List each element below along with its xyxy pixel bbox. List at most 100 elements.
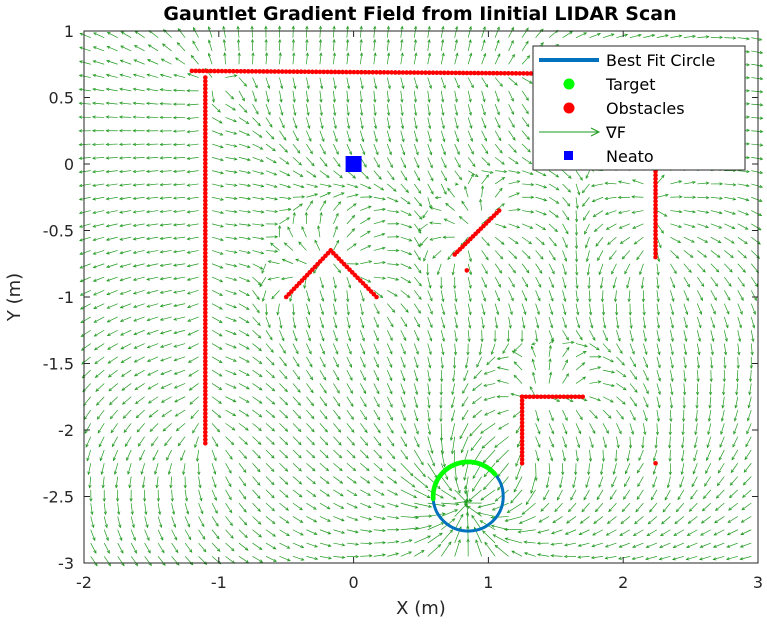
gradient-arrow	[505, 538, 523, 544]
obstacle-point	[381, 70, 387, 75]
gradient-arrowhead	[246, 132, 251, 136]
gradient-arrowhead	[618, 430, 622, 435]
gradient-arrowhead	[294, 337, 298, 342]
gradient-arrow	[414, 476, 428, 488]
gradient-arrowhead	[200, 510, 204, 515]
gradient-arrowhead	[604, 181, 608, 185]
gradient-arrow	[120, 329, 132, 336]
gradient-arrowhead	[146, 304, 151, 308]
gradient-arrowhead	[106, 550, 110, 554]
gradient-arrowhead	[92, 87, 96, 92]
gradient-arrow	[173, 210, 186, 213]
gradient-arrowhead	[296, 363, 300, 368]
gradient-arrowhead	[250, 25, 254, 30]
gradient-arrowhead	[381, 246, 386, 250]
gradient-arrowhead	[375, 364, 379, 368]
gradient-arrowhead	[441, 39, 445, 43]
gradient-arrowhead	[78, 129, 83, 133]
gradient-arrowhead	[731, 456, 735, 461]
gradient-arrowhead	[355, 530, 359, 534]
gradient-arrowhead	[662, 508, 667, 513]
gradient-arrowhead	[282, 350, 286, 354]
obstacle-point	[203, 381, 208, 386]
gradient-arrow	[164, 436, 172, 446]
gradient-arrow	[494, 117, 501, 128]
gradient-arrowhead	[92, 224, 97, 228]
gradient-arrowhead	[111, 443, 115, 448]
gradient-arrow	[80, 316, 91, 324]
gradient-arrow	[333, 502, 344, 509]
gradient-arrowhead	[233, 131, 238, 135]
gradient-arrowhead	[134, 373, 138, 377]
gradient-arrowhead	[367, 279, 372, 283]
gradient-arrowhead	[78, 87, 83, 92]
gradient-arrow	[135, 396, 145, 404]
gradient-arrow	[387, 449, 395, 459]
gradient-arrowhead	[426, 495, 431, 499]
gradient-arrow	[93, 316, 105, 323]
gradient-arrow	[279, 449, 288, 459]
gradient-arrow	[602, 449, 604, 462]
gradient-arrow	[306, 383, 314, 393]
gradient-arrowhead	[719, 182, 724, 186]
obstacle-point	[302, 69, 308, 75]
gradient-arrow	[101, 463, 105, 475]
gradient-arrowhead	[567, 189, 572, 193]
legend-target-swatch	[563, 78, 575, 90]
gradient-arrow	[661, 516, 671, 525]
gradient-arrowhead	[540, 256, 544, 260]
gradient-arrow	[751, 117, 763, 119]
gradient-arrow	[319, 369, 326, 381]
gradient-arrowhead	[709, 378, 713, 383]
gradient-arrow	[129, 476, 132, 488]
gradient-arrow	[333, 213, 339, 224]
gradient-arrow	[225, 476, 232, 487]
gradient-arrowhead	[374, 85, 378, 90]
gradient-arrow	[113, 449, 119, 461]
gradient-arrowhead	[468, 298, 472, 303]
gradient-arrowhead	[78, 156, 83, 160]
gradient-arrow	[211, 489, 217, 501]
gradient-arrowhead	[461, 403, 465, 408]
gradient-arrowhead	[424, 484, 429, 489]
gradient-arrowhead	[176, 42, 181, 46]
gradient-arrow	[413, 90, 417, 103]
gradient-arrow	[632, 542, 644, 548]
gradient-arrow	[211, 409, 221, 418]
gradient-arrowhead	[219, 120, 223, 124]
gradient-arrowhead	[469, 433, 473, 437]
gradient-arrowhead	[461, 200, 465, 205]
gradient-arrow	[306, 476, 316, 484]
gradient-arrowhead	[162, 29, 167, 33]
gradient-arrowhead	[652, 484, 656, 488]
gradient-arrowhead	[469, 52, 473, 57]
gradient-arrow	[710, 196, 723, 199]
gradient-arrow	[427, 356, 431, 368]
gradient-arrow	[724, 196, 736, 200]
gradient-arrowhead	[376, 390, 380, 395]
gradient-arrow	[413, 210, 422, 220]
gradient-arrowhead	[327, 531, 332, 535]
gradient-arrow	[575, 223, 577, 236]
gradient-arrow	[111, 436, 119, 447]
gradient-arrowhead	[485, 256, 489, 261]
gradient-arrow	[252, 516, 262, 525]
gradient-arrow	[252, 276, 261, 286]
gradient-arrow	[188, 343, 199, 349]
gradient-arrowhead	[418, 230, 422, 234]
gradient-arrowhead	[601, 312, 606, 316]
gradient-arrowhead	[367, 245, 372, 249]
gradient-arrowhead	[699, 297, 703, 302]
gradient-arrow	[673, 542, 684, 548]
gradient-arrow	[670, 316, 674, 329]
gradient-arrowhead	[145, 210, 150, 214]
gradient-arrowhead	[759, 50, 764, 55]
gradient-arrowhead	[633, 241, 638, 245]
gradient-arrowhead	[724, 338, 728, 343]
gradient-arrow	[427, 90, 430, 103]
gradient-arrowhead	[594, 415, 598, 419]
gradient-arrow	[459, 423, 469, 439]
gradient-arrow	[400, 39, 403, 51]
gradient-arrow	[494, 77, 503, 87]
gradient-arrow	[346, 369, 353, 381]
